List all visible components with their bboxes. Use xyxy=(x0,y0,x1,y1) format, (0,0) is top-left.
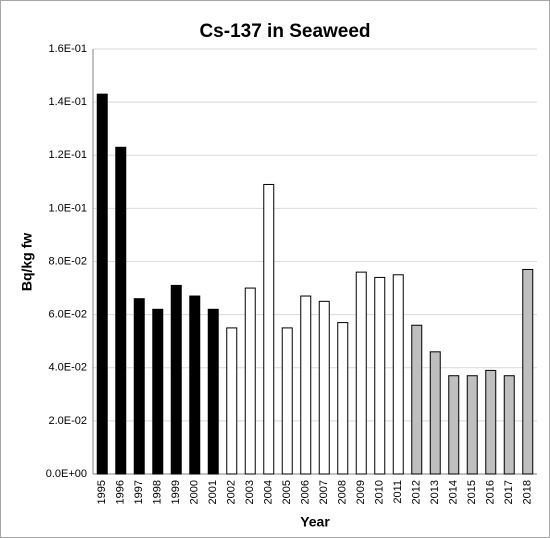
bar xyxy=(152,308,164,475)
x-tick-label: 1996 xyxy=(115,480,127,504)
x-tick-label: 2018 xyxy=(522,480,534,504)
x-tick-label: 2016 xyxy=(485,480,497,504)
y-tick-label: 1.2E-01 xyxy=(48,149,87,161)
x-tick-label: 1998 xyxy=(152,480,164,504)
bar xyxy=(207,308,219,475)
y-tick-label: 0.0E+00 xyxy=(46,468,87,480)
bar xyxy=(429,351,441,475)
x-tick-label: 2001 xyxy=(207,480,219,504)
x-axis-label: Year xyxy=(300,514,330,530)
x-tick-label: 2003 xyxy=(244,480,256,504)
bar xyxy=(226,327,238,475)
chart-title: Cs-137 in Seaweed xyxy=(199,21,370,42)
y-tick-label: 1.0E-01 xyxy=(48,202,87,214)
bar xyxy=(300,295,312,475)
x-tick-label: 1997 xyxy=(133,480,145,504)
bar xyxy=(133,298,145,475)
bar xyxy=(115,146,127,475)
x-tick-label: 2004 xyxy=(263,480,275,504)
y-tick-label: 8.0E-02 xyxy=(48,255,87,267)
x-tick-label: 2010 xyxy=(374,480,386,504)
x-tick-label: 2002 xyxy=(226,480,238,504)
y-tick-label: 4.0E-02 xyxy=(48,362,87,374)
x-tick-label: 2015 xyxy=(466,480,478,504)
bar xyxy=(411,324,423,475)
x-tick-label: 2006 xyxy=(300,480,312,504)
bar xyxy=(466,375,478,475)
x-tick-label: 1995 xyxy=(96,480,108,504)
bar xyxy=(337,322,349,475)
bar xyxy=(522,268,534,475)
x-tick-label: 2009 xyxy=(355,480,367,504)
bar xyxy=(355,271,367,475)
x-tick-label: 2012 xyxy=(411,480,423,504)
x-tick-label: 2013 xyxy=(429,480,441,504)
bar xyxy=(318,300,330,475)
x-tick-label: 2005 xyxy=(281,480,293,504)
y-tick-label: 6.0E-02 xyxy=(48,309,87,321)
x-tick-label: 2008 xyxy=(337,480,349,504)
y-tick-label: 1.6E-01 xyxy=(48,43,87,55)
x-tick-label: 1999 xyxy=(170,480,182,504)
bar xyxy=(189,295,201,475)
bar xyxy=(96,93,108,475)
bar xyxy=(170,284,182,475)
x-tick-label: 2017 xyxy=(503,480,515,504)
y-tick-label: 2.0E-02 xyxy=(48,415,87,427)
y-tick-label: 1.4E-01 xyxy=(48,96,87,108)
bar xyxy=(281,327,293,475)
x-tick-label: 2011 xyxy=(392,480,404,504)
bar xyxy=(448,375,460,475)
bar xyxy=(485,369,497,475)
x-tick-label: 2000 xyxy=(189,480,201,504)
x-tick-label: 2014 xyxy=(448,480,460,504)
bar xyxy=(392,274,404,475)
bar xyxy=(263,183,275,475)
bar xyxy=(503,375,515,475)
x-tick-label: 2007 xyxy=(318,480,330,504)
bar xyxy=(374,276,386,475)
y-axis-label: Bq/kg fw xyxy=(19,233,35,291)
bar xyxy=(244,287,256,475)
